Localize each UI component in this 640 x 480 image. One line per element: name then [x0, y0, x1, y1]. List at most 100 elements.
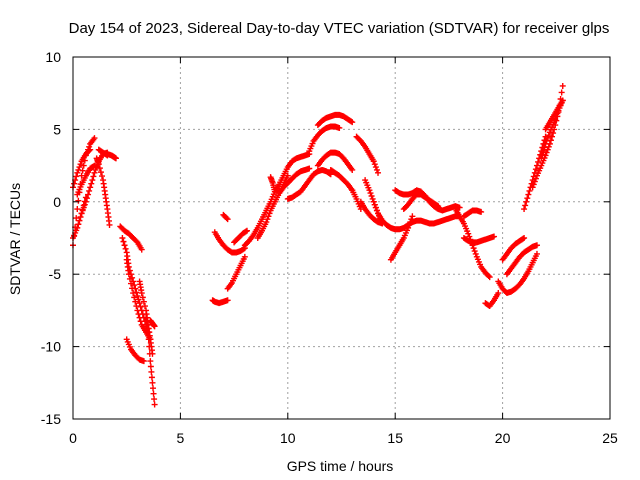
data-point — [372, 164, 379, 171]
data-point — [243, 227, 250, 234]
data-point — [532, 166, 539, 173]
data-point — [147, 358, 154, 365]
data-point — [544, 135, 551, 142]
data-point — [336, 124, 343, 131]
data-point — [559, 97, 566, 104]
data-point — [371, 161, 378, 168]
data-point — [523, 198, 530, 205]
data-point — [284, 172, 291, 179]
y-tick-label: 0 — [53, 194, 61, 210]
data-point — [242, 228, 249, 235]
y-tick-label: 10 — [45, 49, 61, 65]
data-point — [73, 173, 80, 180]
data-point — [146, 350, 153, 357]
data-point — [125, 271, 132, 278]
data-point — [129, 285, 136, 292]
data-point — [265, 213, 272, 220]
data-point — [150, 385, 157, 392]
data-point — [434, 202, 441, 209]
data-point — [73, 215, 80, 222]
data-point — [470, 245, 477, 252]
data-point — [370, 198, 377, 205]
y-tick-label: -15 — [41, 411, 61, 427]
data-point — [75, 221, 82, 228]
data-point — [86, 187, 93, 194]
data-point — [148, 368, 155, 375]
data-point — [126, 275, 133, 282]
data-point — [530, 181, 537, 188]
data-point — [522, 202, 529, 209]
data-point — [542, 152, 549, 159]
chart-title: Day 154 of 2023, Sidereal Day-to-day VTE… — [69, 20, 610, 37]
data-point — [132, 298, 139, 305]
data-point — [139, 294, 146, 301]
data-point — [520, 235, 527, 242]
data-point — [85, 191, 92, 198]
data-point — [533, 242, 540, 249]
data-point — [349, 166, 356, 173]
data-point — [74, 224, 81, 231]
data-point — [87, 184, 94, 191]
data-point — [369, 195, 376, 202]
data-point — [134, 307, 141, 314]
data-point — [122, 245, 129, 252]
data-point — [79, 167, 86, 174]
data-point — [77, 214, 84, 221]
data-point — [543, 137, 550, 144]
y-axis-label: SDTVAR / TECUs — [7, 183, 23, 295]
data-point — [406, 221, 413, 228]
data-point — [368, 193, 375, 200]
data-point — [149, 379, 156, 386]
data-point — [146, 343, 153, 350]
data-point — [545, 143, 552, 150]
data-point — [348, 118, 355, 125]
data-point — [372, 204, 379, 211]
data-point — [224, 216, 231, 223]
data-point — [74, 206, 81, 213]
data-point — [90, 163, 97, 170]
data-point — [78, 210, 85, 217]
data-point — [435, 203, 442, 210]
data-point — [88, 180, 95, 187]
data-point — [133, 289, 140, 296]
data-point — [465, 230, 472, 237]
data-point — [134, 292, 141, 299]
data-point — [98, 173, 105, 180]
data-point — [77, 161, 84, 168]
data-point — [495, 290, 502, 297]
data-point — [531, 178, 538, 185]
data-point — [533, 250, 540, 257]
data-point — [135, 311, 142, 318]
data-point — [264, 216, 271, 223]
data-point — [135, 296, 142, 303]
data-point — [349, 119, 356, 126]
data-point — [366, 187, 373, 194]
x-tick-label: 5 — [177, 430, 185, 446]
data-point — [472, 250, 479, 257]
data-point — [547, 137, 554, 144]
data-point — [119, 235, 126, 241]
plot-frame — [72, 56, 611, 420]
data-point — [145, 329, 152, 336]
y-tick-label: -5 — [49, 266, 62, 282]
data-point — [130, 290, 137, 297]
data-point — [521, 235, 528, 241]
data-point — [95, 161, 102, 168]
data-point — [145, 336, 152, 343]
data-point — [112, 155, 119, 162]
data-point — [224, 297, 231, 304]
data-point — [456, 204, 463, 211]
data-point — [408, 216, 415, 223]
data-point — [521, 206, 528, 213]
data-point — [137, 318, 144, 325]
data-point — [150, 390, 157, 397]
data-point — [544, 146, 551, 153]
data-point — [559, 82, 566, 89]
y-tick-label: -10 — [41, 339, 61, 355]
data-point — [266, 210, 273, 217]
data-point — [86, 147, 93, 154]
data-point — [471, 248, 478, 255]
data-point — [478, 208, 485, 215]
data-point — [106, 221, 113, 228]
data-point — [120, 238, 127, 245]
